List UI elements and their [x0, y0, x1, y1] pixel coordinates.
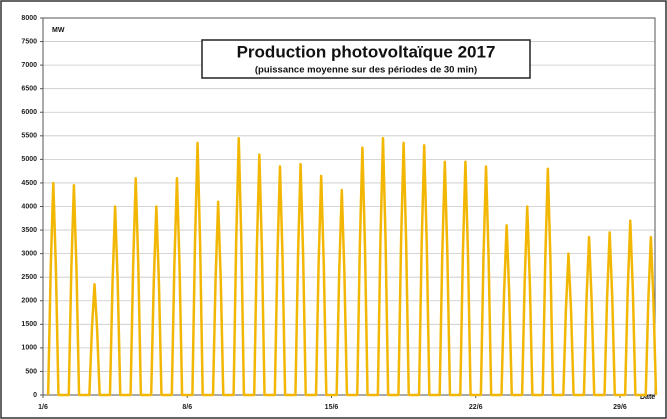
y-tick-label: 3000	[21, 250, 37, 257]
series-line	[46, 136, 658, 397]
y-tick-label: 6500	[21, 86, 37, 93]
x-tick-label: 8/6	[182, 404, 192, 411]
y-tick-label: 0	[33, 392, 37, 399]
x-tick-label: 15/6	[325, 404, 339, 411]
chart-subtitle: (puissance moyenne sur des périodes de 3…	[255, 65, 477, 76]
y-tick-label: 3500	[21, 227, 37, 234]
y-tick-label: 5500	[21, 133, 37, 140]
y-tick-label: 500	[25, 368, 37, 375]
x-tick-label: 29/6	[613, 404, 627, 411]
y-tick-label: 2000	[21, 298, 37, 305]
y-tick-label: 5000	[21, 156, 37, 163]
x-tick-label: 22/6	[469, 404, 483, 411]
y-tick-label: 4500	[21, 180, 37, 187]
y-tick-label: 7500	[21, 38, 37, 45]
y-tick-label: 7000	[21, 62, 37, 69]
y-tick-label: 4000	[21, 203, 37, 210]
chart-title: Production photovoltaïque 2017	[237, 42, 496, 61]
y-tick-label: 8000	[21, 15, 37, 22]
y-tick-label: 1000	[21, 345, 37, 352]
x-axis-label: Date	[640, 394, 655, 401]
title-box	[201, 39, 531, 79]
y-tick-label: 6000	[21, 109, 37, 116]
y-tick-label: 1500	[21, 321, 37, 328]
y-tick-label: 2500	[21, 274, 37, 281]
y-axis-label: MW	[52, 27, 65, 34]
x-tick-label: 1/6	[38, 404, 48, 411]
